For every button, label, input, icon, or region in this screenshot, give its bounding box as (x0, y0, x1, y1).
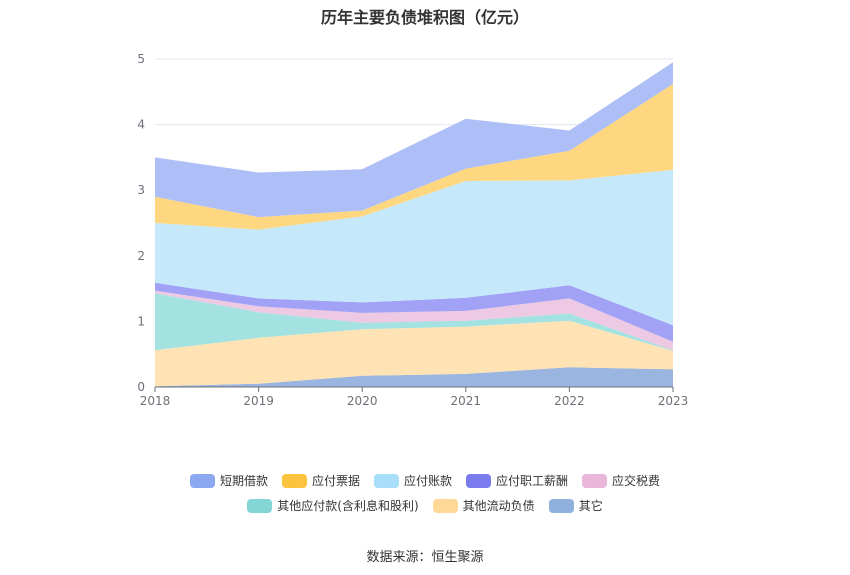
legend-item[interactable]: 应交税费 (582, 472, 660, 489)
data-source: 数据来源：恒生聚源 (366, 550, 484, 565)
y-tick-label: 4 (137, 118, 145, 132)
legend-swatch (466, 473, 491, 488)
x-tick-label: 2022 (554, 394, 585, 408)
x-tick-label: 2019 (243, 394, 274, 408)
area-series-6 (155, 169, 673, 326)
legend-swatch (247, 498, 273, 513)
legend-row: 其他应付款(含利息和股利) 其他流动负债 其它 (0, 497, 850, 514)
legend-swatch (432, 498, 458, 513)
x-tick-label: 2021 (451, 394, 482, 408)
x-tick-label: 2018 (140, 394, 171, 408)
legend-item[interactable]: 应付职工薪酬 (466, 472, 568, 489)
legend-swatch (189, 473, 215, 488)
legend-label: 应付票据 (311, 474, 360, 488)
y-tick-label: 3 (137, 183, 145, 197)
legend-item[interactable]: 其他应付款(含利息和股利) (247, 497, 419, 514)
area-series-7 (155, 83, 673, 230)
y-tick-label: 2 (137, 249, 145, 263)
legend-swatch (373, 473, 399, 488)
legend-label: 应交税费 (612, 474, 661, 488)
legend-item[interactable]: 其它 (548, 497, 603, 514)
y-tick-label: 5 (137, 52, 145, 66)
area-series-1 (155, 367, 673, 387)
legend-item[interactable]: 其他流动负债 (432, 497, 535, 514)
legend-label: 其它 (578, 499, 603, 513)
area-series-4 (155, 290, 673, 351)
legend-label: 应付账款 (403, 474, 452, 488)
stacked-area-chart: 0 1 2 3 4 5 2018 2019 2020 2021 2022 2023 (137, 52, 689, 408)
y-tick-label: 1 (137, 314, 145, 328)
legend-row: 短期借款 应付票据 应付账款 应付职工薪酬 应交税费 (0, 472, 850, 489)
legend-item[interactable]: 应付票据 (281, 472, 360, 489)
legend-swatch (582, 473, 608, 488)
y-tick-label: 0 (137, 380, 145, 394)
area-series-8 (155, 62, 673, 218)
x-tick-label: 2023 (658, 394, 689, 408)
x-tick-label: 2020 (347, 394, 378, 408)
legend-item[interactable]: 短期借款 (189, 472, 268, 489)
area-series-5 (155, 282, 673, 342)
area-series-3 (155, 293, 673, 351)
area-series-2 (155, 320, 673, 387)
legend-label: 应付职工薪酬 (496, 474, 569, 488)
legend: 短期借款 应付票据 应付账款 应付职工薪酬 应交税费 其他应付款(含利息和股利) 其他流动… (0, 472, 850, 522)
legend-swatch (281, 473, 307, 488)
legend-label: 其他流动负债 (462, 499, 535, 513)
legend-label: 短期借款 (219, 474, 268, 488)
legend-item[interactable]: 应付账款 (373, 472, 452, 489)
legend-label: 其他应付款(含利息和股利) (277, 499, 419, 513)
chart-title: 历年主要负债堆积图（亿元） (320, 8, 529, 27)
legend-swatch (548, 498, 574, 513)
